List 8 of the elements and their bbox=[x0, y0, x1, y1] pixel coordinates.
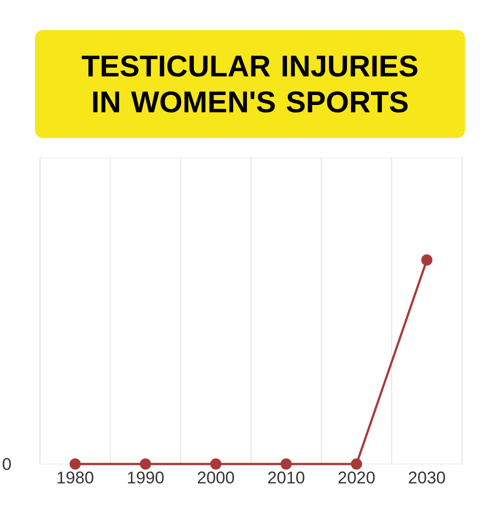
text: 0 bbox=[2, 458, 11, 470]
x-tick-label: 2000 bbox=[198, 472, 234, 484]
x-tick-label: 2030 bbox=[408, 472, 446, 484]
x-tick-label: 2010 bbox=[268, 472, 304, 484]
x-tick-label: 1980 bbox=[58, 472, 94, 484]
x-tick-label: 1990 bbox=[128, 472, 164, 484]
x-tick-label: 2020 bbox=[338, 472, 375, 484]
chart-title: TESTICULAR INJURIES IN WOMEN'S SPORTS bbox=[82, 55, 418, 113]
